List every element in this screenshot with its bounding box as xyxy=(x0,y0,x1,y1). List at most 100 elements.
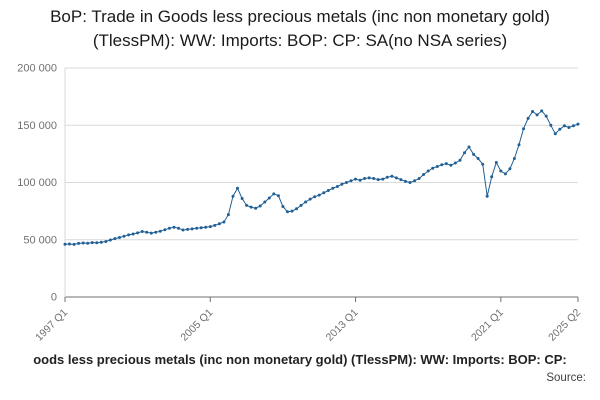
data-point-marker xyxy=(381,177,385,181)
data-point-marker xyxy=(467,145,471,149)
data-point-marker xyxy=(326,189,330,192)
data-point-marker xyxy=(385,175,389,179)
footer-caption: oods less precious metals (inc non monet… xyxy=(33,352,567,367)
data-point-marker xyxy=(463,151,466,155)
data-point-marker xyxy=(231,194,235,198)
data-point-marker xyxy=(163,228,167,232)
data-point-marker xyxy=(422,173,426,176)
data-point-marker xyxy=(526,116,530,120)
data-point-marker xyxy=(535,113,539,117)
data-point-marker xyxy=(322,191,326,195)
data-point-marker xyxy=(177,226,180,230)
data-point-marker xyxy=(349,179,353,183)
data-point-marker xyxy=(335,185,339,188)
data-point-marker xyxy=(413,179,417,183)
data-point-marker xyxy=(276,194,280,198)
data-point-marker xyxy=(367,176,371,180)
data-point-marker xyxy=(263,200,267,204)
data-point-marker xyxy=(354,177,357,181)
data-point-marker xyxy=(540,109,544,113)
data-point-marker xyxy=(299,203,303,207)
data-point-marker xyxy=(72,242,76,246)
data-point-marker xyxy=(490,175,494,179)
data-point-marker xyxy=(68,242,71,246)
data-point-marker xyxy=(108,238,112,242)
data-point-marker xyxy=(77,241,81,245)
data-point-marker xyxy=(63,242,67,246)
x-axis-tick-label: 2025 Q2 xyxy=(546,307,583,344)
data-point-marker xyxy=(544,114,548,118)
data-point-marker xyxy=(136,231,140,235)
data-point-marker xyxy=(272,192,276,196)
data-point-marker xyxy=(149,231,153,235)
data-point-marker xyxy=(281,205,285,208)
y-axis-tick-label: 200 000 xyxy=(17,63,57,75)
data-point-marker xyxy=(485,194,489,198)
data-point-marker xyxy=(508,167,512,171)
data-point-marker xyxy=(304,200,308,204)
data-point-marker xyxy=(431,166,435,170)
data-point-marker xyxy=(90,241,94,245)
x-axis-tick-label: 2005 Q1 xyxy=(178,307,215,344)
data-point-marker xyxy=(331,186,335,190)
data-point-marker xyxy=(404,179,407,183)
data-point-marker xyxy=(372,177,376,180)
y-axis-tick-label: 50 000 xyxy=(23,234,57,246)
x-axis-tick-label: 1997 Q1 xyxy=(33,307,70,344)
y-axis-tick-label: 0 xyxy=(51,292,57,304)
data-point-marker xyxy=(472,152,476,156)
x-axis-tick-label: 2013 Q1 xyxy=(324,307,361,344)
data-point-marker xyxy=(358,178,362,182)
data-point-marker xyxy=(512,157,516,160)
data-point-marker xyxy=(199,226,203,230)
data-point-marker xyxy=(376,178,380,182)
data-point-marker xyxy=(503,172,507,176)
line-chart: 0 50 000 100 000 150 000 200 000 1997 Q1 2005 … xyxy=(17,63,583,344)
data-point-marker xyxy=(363,177,367,180)
data-point-marker xyxy=(236,186,239,190)
data-point-marker xyxy=(154,230,158,234)
data-point-marker xyxy=(122,234,126,238)
chart-title: BoP: Trade in Goods less precious metals… xyxy=(50,7,550,51)
data-point-marker xyxy=(249,205,253,209)
data-point-marker xyxy=(345,181,348,184)
data-point-marker xyxy=(317,193,321,197)
data-point-marker xyxy=(290,209,294,213)
data-point-marker xyxy=(186,227,190,231)
data-point-marker xyxy=(217,222,221,226)
data-point-marker xyxy=(213,223,217,227)
data-point-marker xyxy=(313,195,317,199)
data-point-marker xyxy=(549,123,553,127)
data-series-line xyxy=(64,110,579,245)
y-axis-tick-label: 150 000 xyxy=(17,120,57,132)
data-point-marker xyxy=(295,207,298,211)
data-point-marker xyxy=(131,232,135,236)
data-point-marker xyxy=(562,124,566,128)
data-point-marker xyxy=(435,165,439,168)
data-point-marker xyxy=(204,225,208,229)
data-point-marker xyxy=(567,126,571,129)
data-point-marker xyxy=(158,229,162,233)
data-point-marker xyxy=(494,161,498,164)
data-point-marker xyxy=(522,127,525,131)
data-point-marker xyxy=(254,206,258,210)
data-point-marker xyxy=(81,241,85,245)
data-point-marker xyxy=(140,230,144,233)
data-point-marker xyxy=(426,169,430,173)
data-point-marker xyxy=(267,196,271,200)
data-point-marker xyxy=(240,197,244,200)
data-point-marker xyxy=(118,236,121,239)
data-point-marker xyxy=(127,233,131,237)
data-point-marker xyxy=(113,237,117,241)
data-point-marker xyxy=(226,213,230,217)
data-point-marker xyxy=(531,110,535,113)
data-point-marker xyxy=(390,174,394,178)
x-axis-tick-label: 2021 Q1 xyxy=(469,307,506,344)
data-point-marker xyxy=(104,240,108,243)
data-point-marker xyxy=(499,169,503,173)
data-point-marker xyxy=(572,124,575,128)
data-point-marker xyxy=(553,132,557,136)
data-point-marker xyxy=(167,226,171,230)
data-point-marker xyxy=(476,157,480,160)
data-point-marker xyxy=(453,161,457,165)
